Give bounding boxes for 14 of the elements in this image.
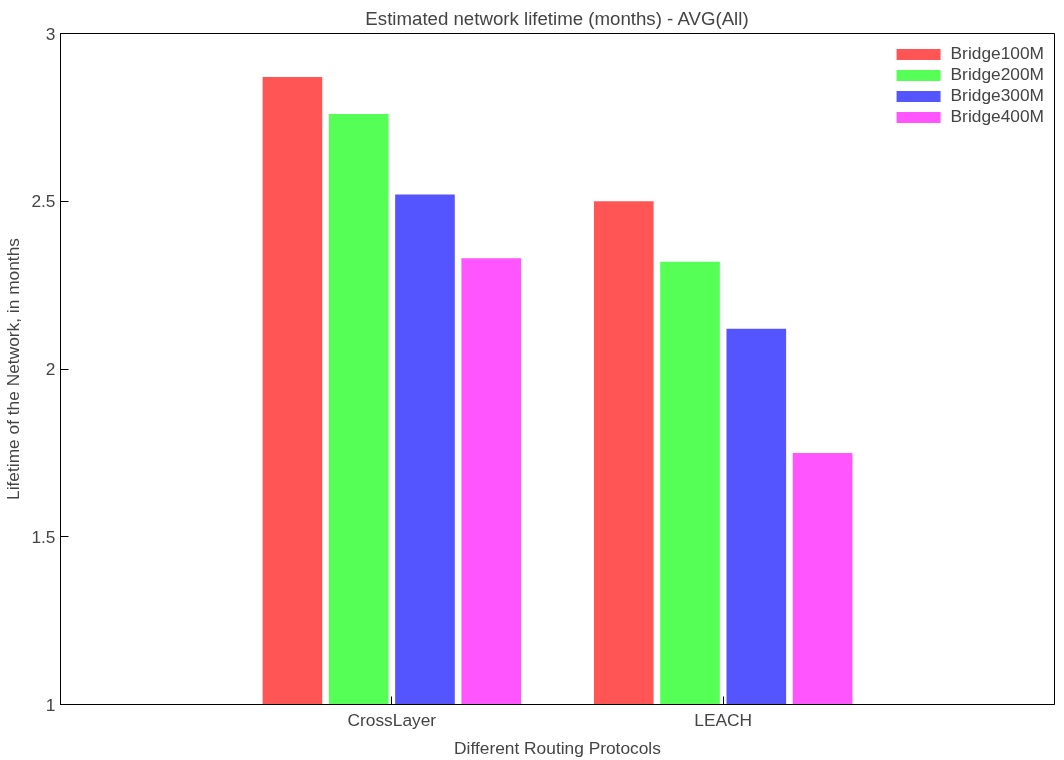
legend-label: Bridge200M bbox=[950, 64, 1044, 85]
y-tick-label: 1.5 bbox=[31, 526, 56, 547]
legend-label: Bridge300M bbox=[950, 85, 1044, 106]
y-tick-label: 1 bbox=[45, 694, 56, 715]
y-tick-label: 2.5 bbox=[31, 191, 56, 212]
legend-label: Bridge400M bbox=[950, 106, 1044, 127]
y-tick-label: 3 bbox=[45, 23, 56, 44]
x-axis-title: Different Routing Protocols bbox=[454, 737, 662, 758]
x-tick-label: CrossLayer bbox=[347, 709, 437, 730]
x-tick-label: LEACH bbox=[694, 709, 753, 730]
y-tick-label: 2 bbox=[45, 359, 56, 379]
legend-label: Bridge100M bbox=[950, 43, 1044, 64]
chart-title: Estimated network lifetime (months) - AVG(All) bbox=[365, 7, 749, 29]
y-axis-title: Lifetime of the Network, in months bbox=[3, 237, 24, 500]
